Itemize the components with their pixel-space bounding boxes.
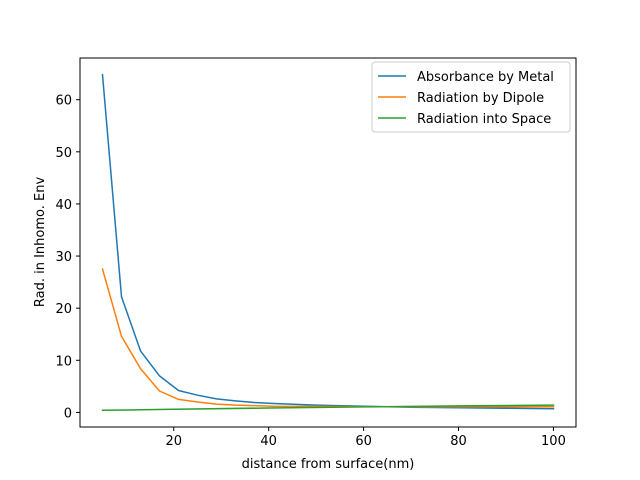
- y-tick-label: 60: [55, 94, 72, 109]
- y-tick-label: 20: [55, 302, 72, 317]
- legend-label-2: Radiation into Space: [417, 112, 551, 127]
- legend-label-0: Absorbance by Metal: [417, 70, 554, 85]
- x-axis-ticks: 20 40 60 80 100: [165, 427, 566, 449]
- y-axis-label: Rad. in Inhomo. Env: [33, 177, 48, 308]
- y-tick-label: 40: [55, 198, 72, 213]
- x-tick-label: 20: [165, 434, 182, 449]
- legend-label-1: Radiation by Dipole: [417, 91, 544, 106]
- series-layer: [101, 73, 555, 412]
- y-tick-label: 10: [55, 354, 72, 369]
- y-tick-label: 30: [55, 250, 72, 265]
- y-tick-label: 50: [55, 146, 72, 161]
- legend-frame: [371, 61, 571, 133]
- series-line-2: [101, 404, 555, 412]
- legend: Absorbance by Metal Radiation by Dipole Ra…: [371, 61, 571, 133]
- y-tick-label: 0: [64, 406, 72, 421]
- x-tick-label: 80: [450, 434, 467, 449]
- x-tick-label: 40: [260, 434, 277, 449]
- x-tick-label: 100: [541, 434, 566, 449]
- y-axis-ticks: 0 10 20 30 40 50 60: [55, 94, 80, 421]
- x-tick-label: 60: [355, 434, 372, 449]
- plot-frame: [79, 57, 577, 428]
- x-axis-label: distance from surface(nm): [242, 457, 415, 472]
